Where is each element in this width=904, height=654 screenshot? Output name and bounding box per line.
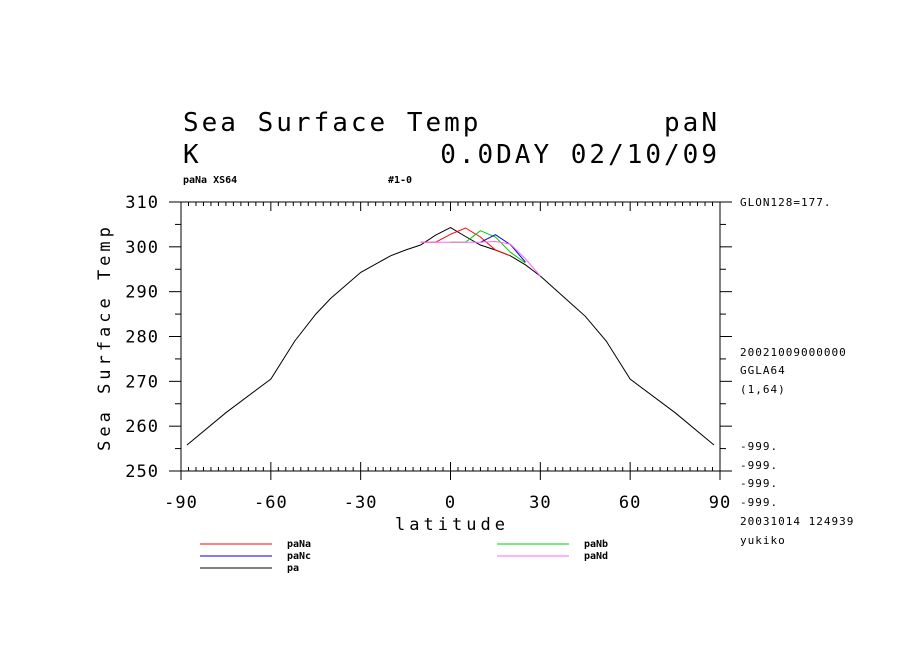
series-lines [186, 227, 715, 446]
series-line-paNd [420, 240, 541, 277]
y-tick-label: 250 [125, 462, 159, 482]
chart-title: Sea Surface Temp [183, 108, 481, 138]
run-name: paN [664, 108, 720, 138]
y-tick-label: 300 [125, 238, 159, 258]
y-tick-label: 280 [125, 328, 159, 348]
series-line-paNc [480, 234, 526, 263]
x-tick-label: -30 [344, 493, 378, 513]
undef-info-2: -999. [740, 459, 778, 472]
x-tick-label: -60 [254, 493, 288, 513]
range-info: (1,64) [740, 383, 786, 396]
y-tick-label: 270 [125, 372, 159, 392]
date-info: 20021009000000 [740, 346, 847, 359]
undef-info-4: -999. [740, 496, 778, 509]
unit-label: K [183, 140, 202, 170]
x-tick-label: 90 [709, 493, 731, 513]
glon-info: GLON128=177. [740, 196, 831, 209]
y-tick-label: 260 [125, 417, 159, 437]
legend-label-paNc: paNc [287, 551, 311, 562]
x-tick-label: 60 [619, 493, 641, 513]
time-label: 0.0DAY 02/10/09 [440, 140, 720, 170]
x-tick-label: -90 [164, 493, 198, 513]
grid-info: GGLA64 [740, 364, 786, 377]
undef-info-1: -999. [740, 440, 778, 453]
user-info: yukiko [740, 534, 786, 547]
series-line-pa [186, 227, 715, 446]
subtitle-mid: #1-0 [388, 175, 412, 186]
subtitle-left: paNa XS64 [183, 175, 237, 186]
undef-info-3: -999. [740, 477, 778, 490]
x-tick-label: 30 [529, 493, 551, 513]
legend-label-paNd: paNd [584, 551, 608, 562]
legend-label-paNb: paNb [584, 539, 608, 550]
legend-label-pa: pa [287, 563, 299, 574]
axis-ticks [169, 201, 732, 480]
y-tick-labels: 250 260 270 280 290 300 310 [125, 193, 159, 482]
x-tick-label: 0 [445, 493, 456, 513]
y-tick-label: 290 [125, 283, 159, 303]
x-tick-labels: -90 -60 -30 0 30 60 90 [164, 493, 731, 513]
y-axis-label: Sea Surface Temp [95, 223, 115, 451]
x-axis-label: latitude [395, 515, 509, 535]
y-tick-label: 310 [125, 193, 159, 213]
created-info: 20031014 124939 [740, 515, 854, 528]
legend-label-paNa: paNa [287, 539, 311, 550]
legend: paNa paNc pa paNb paNd [200, 539, 608, 574]
